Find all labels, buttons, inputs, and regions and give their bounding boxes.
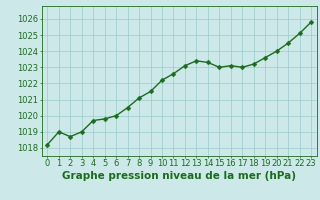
X-axis label: Graphe pression niveau de la mer (hPa): Graphe pression niveau de la mer (hPa) — [62, 171, 296, 181]
